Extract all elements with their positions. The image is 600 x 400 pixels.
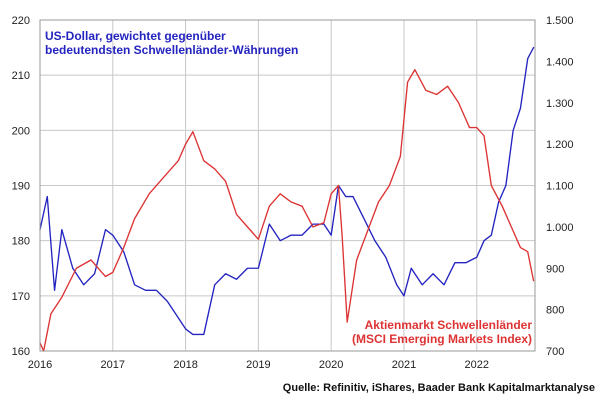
left-series-title-line-1: US-Dollar, gewichtet gegenüber xyxy=(45,29,226,43)
left-tick-label-6: 220 xyxy=(12,15,30,27)
x-tick-label-3: 2019 xyxy=(246,359,270,371)
x-tick-label-5: 2021 xyxy=(392,359,416,371)
right-tick-label-1: 800 xyxy=(546,305,564,317)
plot-frame xyxy=(39,19,536,352)
left-tick-label-0: 160 xyxy=(12,346,30,358)
right-tick-label-5: 1.200 xyxy=(546,139,574,151)
labels: 160 170 180 190 200 210 220 700 800 900 1.000 1.100… xyxy=(12,15,595,394)
axes xyxy=(39,19,536,352)
msci-line xyxy=(39,68,535,352)
right-tick-label-6: 1.300 xyxy=(546,98,574,110)
x-tick-label-1: 2017 xyxy=(101,359,125,371)
right-tick-label-7: 1.400 xyxy=(546,56,574,68)
right-tick-label-0: 700 xyxy=(546,346,564,358)
right-series-title-line-1: Aktienmarkt Schwellenländer xyxy=(365,318,533,332)
right-tick-label-3: 1.000 xyxy=(546,222,574,234)
source-note: Quelle: Refinitiv, iShares, Baader Bank … xyxy=(283,382,595,394)
x-tick-label-6: 2022 xyxy=(465,359,489,371)
x-tick-label-2: 2018 xyxy=(173,359,197,371)
x-tick-label-4: 2020 xyxy=(319,359,343,371)
left-tick-label-2: 180 xyxy=(12,236,30,248)
usd-line xyxy=(39,46,535,336)
grid xyxy=(39,19,535,352)
left-tick-label-1: 170 xyxy=(12,291,30,303)
right-tick-label-2: 900 xyxy=(546,263,564,275)
left-tick-label-5: 210 xyxy=(12,70,30,82)
left-tick-label-3: 190 xyxy=(12,181,30,193)
left-tick-label-4: 200 xyxy=(12,125,30,137)
right-tick-label-4: 1.100 xyxy=(546,181,574,193)
right-series-title-line-2: (MSCI Emerging Markets Index) xyxy=(352,332,532,346)
x-tick-label-0: 2016 xyxy=(28,359,52,371)
right-tick-label-8: 1.500 xyxy=(546,15,574,27)
series-lines xyxy=(39,46,535,352)
left-series-title-line-2: bedeutendsten Schwellenländer-Währungen xyxy=(45,43,298,57)
